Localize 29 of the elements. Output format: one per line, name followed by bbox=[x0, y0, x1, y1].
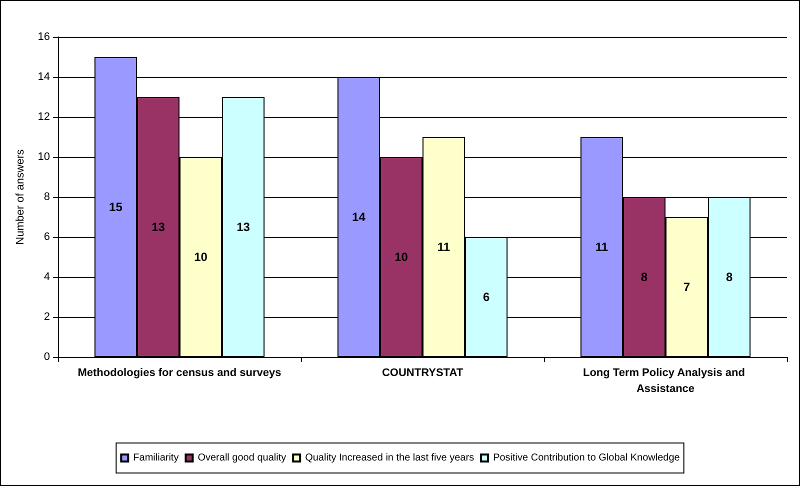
x-tick-label: Long Term Policy Analysis and Assistance bbox=[582, 367, 748, 395]
data-label: 8 bbox=[726, 270, 733, 284]
data-label: 14 bbox=[352, 210, 366, 224]
legend-label: Overall good quality bbox=[198, 452, 286, 464]
x-tick-label: COUNTRYSTAT bbox=[382, 367, 464, 379]
y-axis-title: Number of answers bbox=[14, 148, 26, 245]
data-label: 10 bbox=[194, 250, 208, 264]
legend-label: Positive Contribution to Global Knowledge bbox=[493, 452, 680, 464]
data-label: 6 bbox=[482, 290, 490, 304]
y-tick-label: 12 bbox=[38, 111, 50, 123]
data-label: 8 bbox=[640, 270, 648, 284]
data-label: 11 bbox=[437, 240, 450, 254]
data-label: 10 bbox=[394, 250, 408, 264]
data-label: 7 bbox=[683, 280, 690, 294]
legend-label: Quality Increased in the last five years bbox=[305, 452, 474, 464]
y-tick-label: 16 bbox=[38, 31, 50, 43]
data-label: 11 bbox=[595, 240, 608, 254]
data-label: 13 bbox=[152, 220, 166, 234]
y-tick-label: 14 bbox=[38, 71, 50, 83]
y-tick-label: 6 bbox=[44, 231, 50, 243]
legend-label: Familiarity bbox=[133, 452, 179, 464]
data-label: 13 bbox=[236, 220, 250, 234]
y-tick-label: 4 bbox=[44, 271, 50, 283]
x-tick-label: Methodologies for census and surveys bbox=[78, 367, 282, 379]
y-tick-label: 8 bbox=[44, 191, 50, 203]
y-tick-label: 0 bbox=[44, 351, 50, 363]
y-tick-label: 2 bbox=[44, 311, 50, 323]
data-label: 15 bbox=[109, 200, 123, 214]
y-tick-label: 10 bbox=[38, 151, 50, 163]
